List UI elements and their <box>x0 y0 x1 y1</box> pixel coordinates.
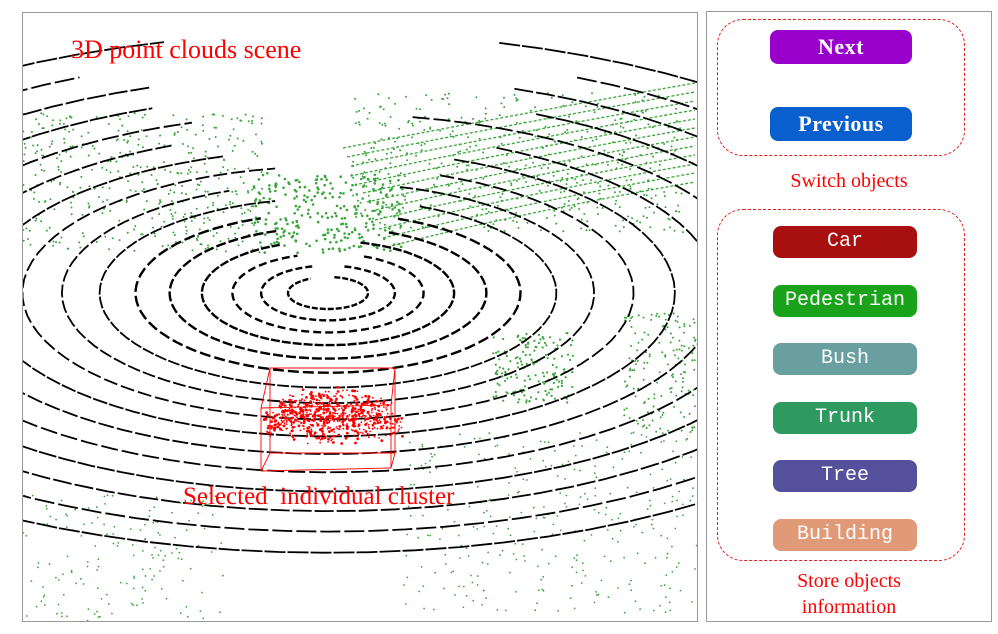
ground-ring-points <box>23 41 697 554</box>
ground-ring <box>60 186 595 405</box>
ground-ring <box>200 241 456 347</box>
previous-button[interactable]: Previous <box>770 107 912 141</box>
store-objects-label: Store objects information <box>707 568 991 620</box>
ground-ring <box>286 276 370 311</box>
building-class-button[interactable]: Building <box>773 519 917 551</box>
control-panel: Next Previous Switch objects Car Pedestr… <box>706 11 992 622</box>
ground-ring <box>23 116 697 474</box>
ground-ring <box>23 76 697 533</box>
cluster-caption: Selected individual cluster <box>183 483 455 510</box>
selected-cluster-points <box>262 385 404 445</box>
point-cloud-viewport[interactable]: 3D point clouds scene Selected individua… <box>22 12 698 622</box>
scene-title: 3D point clouds scene <box>71 35 302 64</box>
switch-objects-label: Switch objects <box>790 170 908 192</box>
bush-class-button[interactable]: Bush <box>773 343 917 375</box>
ground-ring <box>23 167 635 421</box>
ground-ring <box>23 155 676 438</box>
pedestrian-class-button[interactable]: Pedestrian <box>773 285 917 317</box>
store-objects-group <box>717 209 965 561</box>
ground-ring <box>23 41 697 554</box>
point-cloud-canvas[interactable] <box>23 13 697 621</box>
car-class-button[interactable]: Car <box>773 226 917 258</box>
ground-ring <box>23 107 697 493</box>
ground-ring <box>134 217 522 374</box>
tree-class-button[interactable]: Tree <box>773 460 917 492</box>
ground-ring <box>231 254 425 334</box>
store-objects-label-line1: Store objects <box>797 570 901 592</box>
ground-ring <box>168 229 488 360</box>
vegetation-points <box>23 82 697 621</box>
trunk-class-button[interactable]: Trunk <box>773 402 917 434</box>
next-button[interactable]: Next <box>770 30 912 64</box>
cluster-bounding-box <box>260 367 396 472</box>
ground-ring <box>98 200 558 389</box>
store-objects-label-line2: information <box>801 596 897 618</box>
ground-ring <box>259 265 397 322</box>
switch-objects-group <box>717 19 965 156</box>
ground-ring <box>23 86 697 513</box>
